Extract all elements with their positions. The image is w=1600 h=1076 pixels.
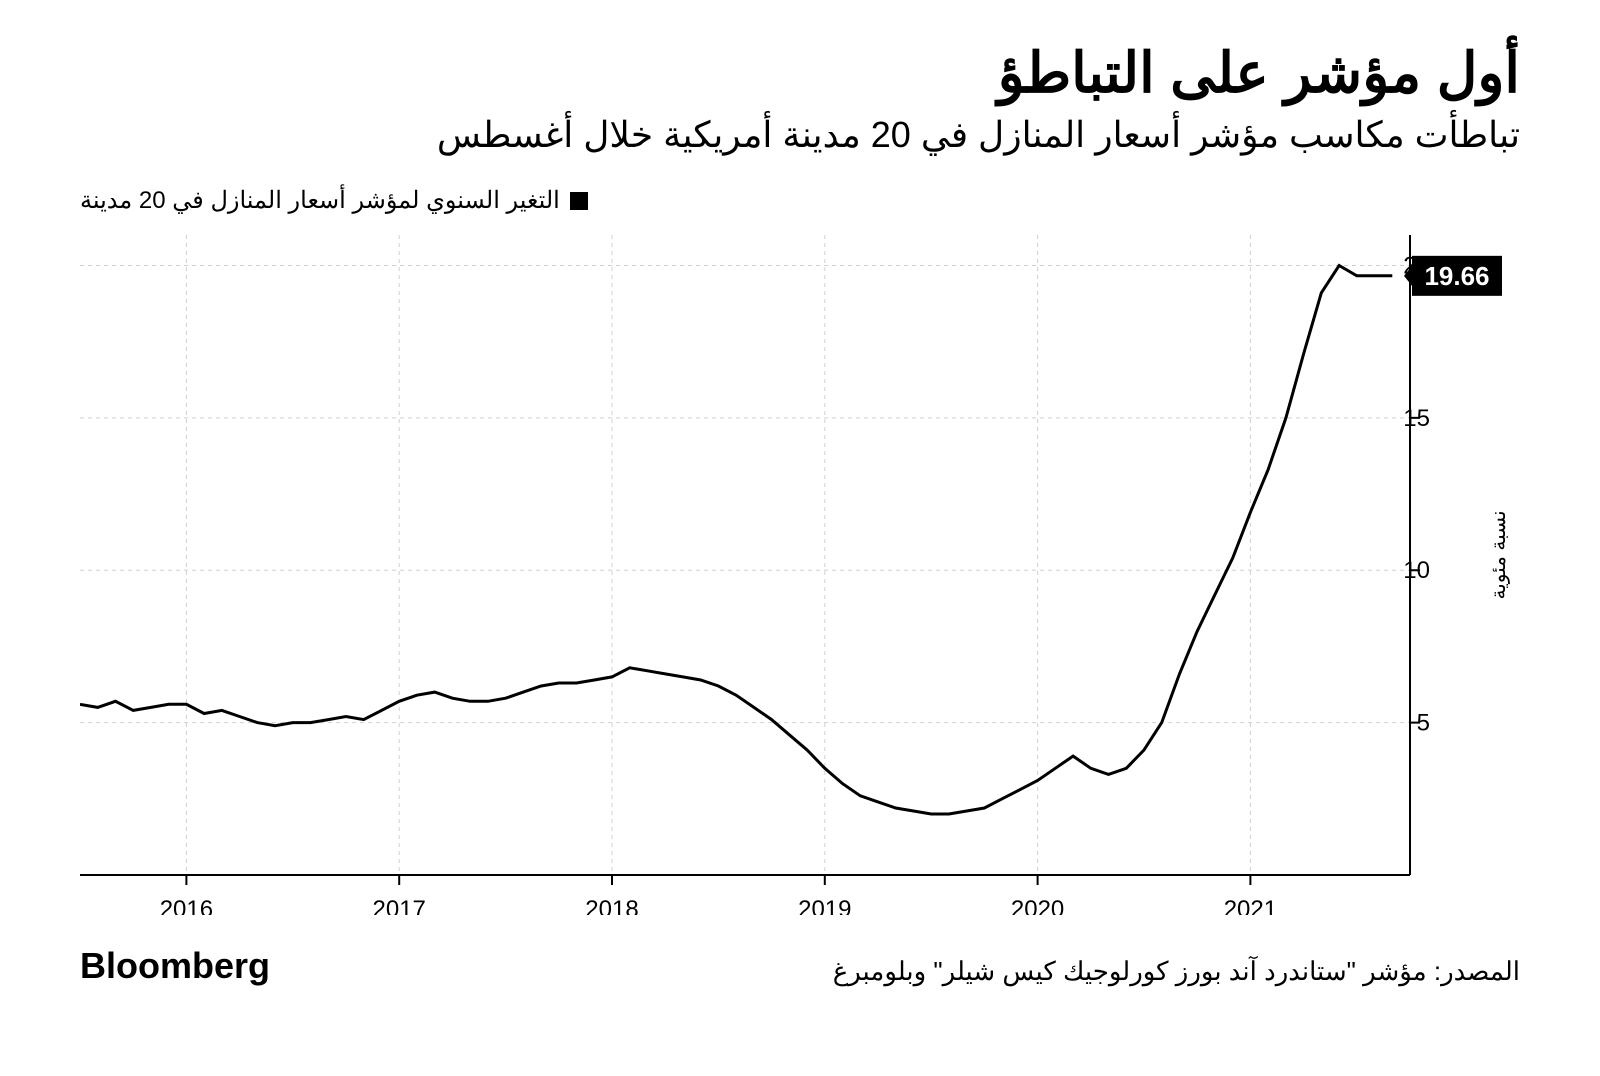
chart-title: أول مؤشر على التباطؤ <box>80 40 1520 106</box>
chart-plot-area: 5101520201620172018201920202021نسبة مئوي… <box>80 235 1520 915</box>
x-tick-label: 2021 <box>1224 896 1277 915</box>
x-tick-label: 2018 <box>585 896 638 915</box>
y-tick-label: 15 <box>1403 405 1430 432</box>
chart-container: { "title": "أول مؤشر على التباطؤ", "subt… <box>0 0 1600 1076</box>
legend: التغير السنوي لمؤشر أسعار المنازل في 20 … <box>80 186 1520 215</box>
chart-svg: 5101520201620172018201920202021نسبة مئوي… <box>80 235 1520 915</box>
x-tick-label: 2019 <box>798 896 851 915</box>
series-line <box>80 266 1392 815</box>
legend-swatch <box>570 192 588 210</box>
legend-label: التغير السنوي لمؤشر أسعار المنازل في 20 … <box>80 186 560 215</box>
footer: Bloomberg المصدر: مؤشر "ستاندرد آند بورز… <box>80 945 1520 987</box>
x-tick-label: 2017 <box>373 896 426 915</box>
y-tick-label: 10 <box>1403 557 1430 584</box>
x-tick-label: 2020 <box>1011 896 1064 915</box>
x-tick-label: 2016 <box>160 896 213 915</box>
y-tick-label: 5 <box>1417 710 1430 737</box>
brand-logo: Bloomberg <box>80 945 270 987</box>
chart-subtitle: تباطأت مكاسب مؤشر أسعار المنازل في 20 مد… <box>80 114 1520 156</box>
source-text: المصدر: مؤشر "ستاندرد آند بورز كورلوجيك … <box>833 956 1520 987</box>
y-axis-title: نسبة مئوية <box>1488 510 1510 599</box>
callout-label: 19.66 <box>1424 261 1489 291</box>
